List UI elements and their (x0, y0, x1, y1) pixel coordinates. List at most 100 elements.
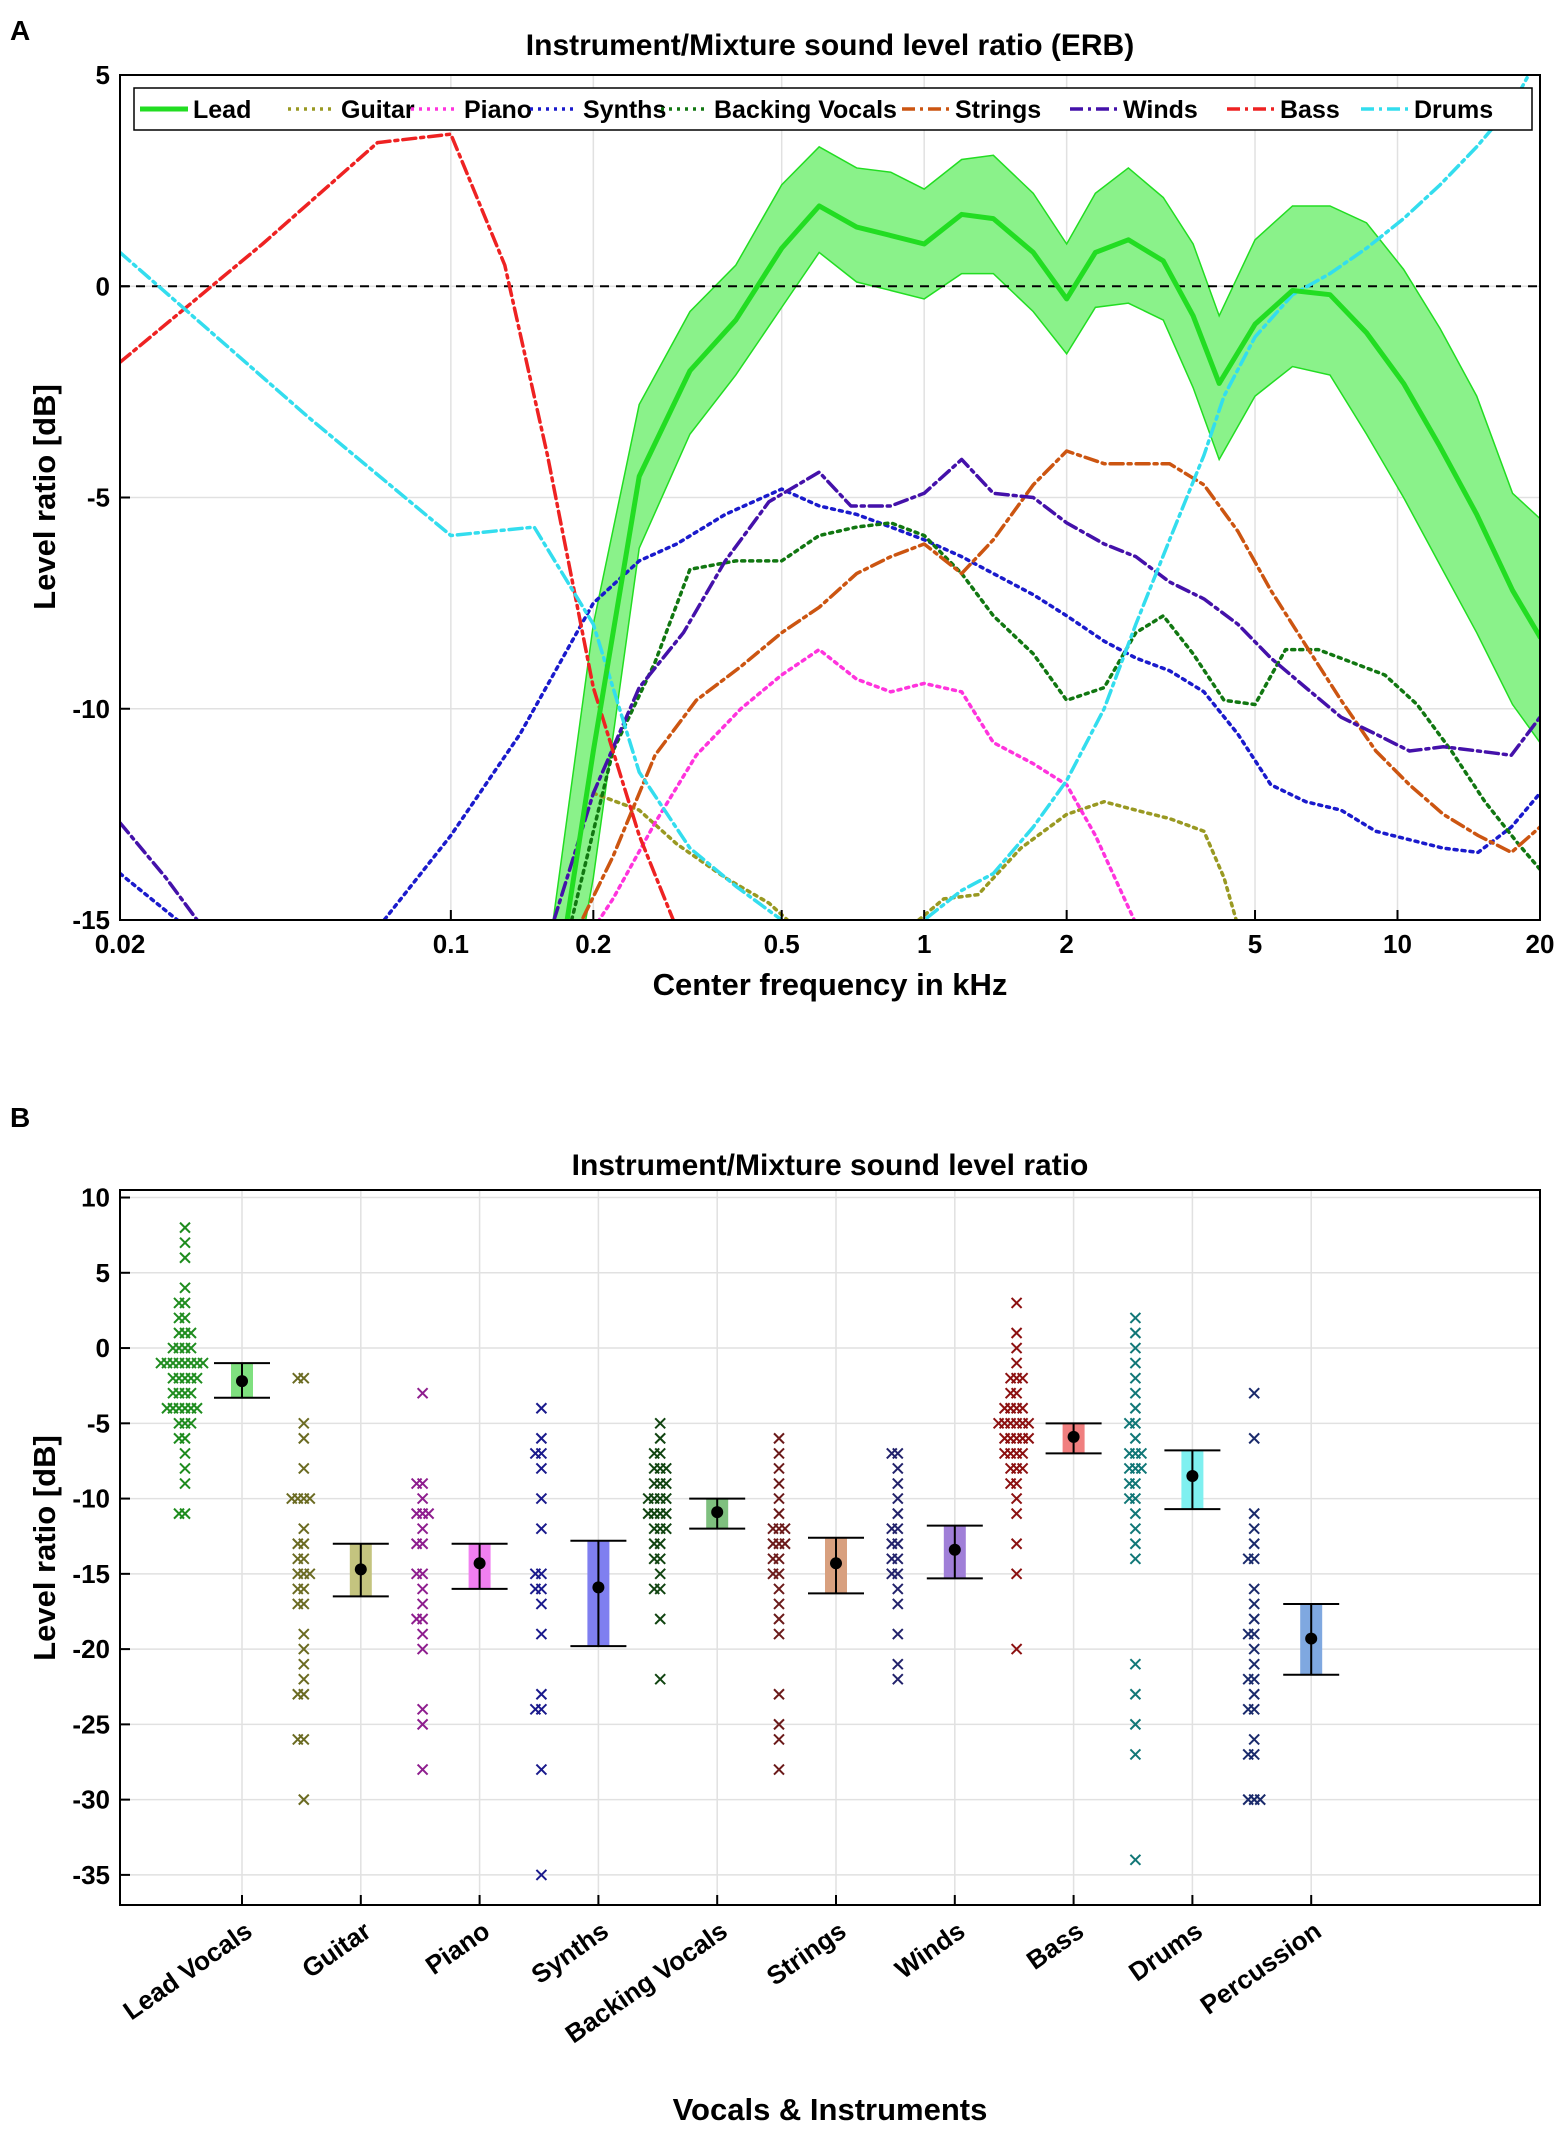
data-point (1135, 1462, 1148, 1475)
data-point (173, 1507, 185, 1520)
data-point (1129, 1538, 1142, 1550)
data-point (292, 1598, 304, 1610)
data-point (892, 1477, 904, 1490)
data-point (292, 1553, 304, 1565)
data-point (1248, 1538, 1260, 1550)
data-point (654, 1432, 666, 1445)
data-point (1242, 1748, 1254, 1761)
y-tick-label: 5 (96, 60, 110, 90)
data-point (1004, 1372, 1017, 1384)
data-point (1248, 1583, 1260, 1595)
data-point (173, 1297, 185, 1309)
data-point (1123, 1417, 1136, 1430)
data-point (773, 1613, 785, 1625)
data-point (416, 1703, 429, 1716)
mean-marker-percussion (1305, 1632, 1318, 1645)
panel-a-x-axis-label: Center frequency in kHz (653, 967, 1008, 1002)
data-point (1129, 1342, 1142, 1354)
data-point (773, 1733, 785, 1746)
data-point (648, 1522, 660, 1535)
data-point (1022, 1417, 1035, 1430)
data-point (892, 1507, 904, 1520)
x-tick-label: 2 (1059, 929, 1073, 959)
data-point (992, 1417, 1005, 1430)
data-point (410, 1507, 423, 1520)
data-point (779, 1538, 791, 1550)
data-point (773, 1688, 785, 1700)
data-point (998, 1402, 1011, 1414)
category-group-backing-vocals (642, 1417, 746, 1685)
data-point (773, 1477, 785, 1490)
data-point (298, 1432, 310, 1445)
data-point (167, 1372, 179, 1384)
data-point (173, 1417, 185, 1430)
legend-label-strings: Strings (955, 96, 1041, 124)
data-point (535, 1628, 548, 1640)
x-tick-label: 0.1 (433, 929, 469, 959)
data-point (185, 1327, 197, 1339)
x-tick-label: 5 (1248, 929, 1262, 959)
data-point (648, 1553, 660, 1565)
panel-a-y-axis-label: Level ratio [dB] (27, 384, 62, 610)
data-point (1123, 1492, 1136, 1505)
y-tick-label: -5 (87, 1408, 110, 1438)
data-point (535, 1688, 548, 1700)
panel-b-x-axis-label: Vocals & Instruments (673, 2092, 988, 2127)
data-point (660, 1492, 672, 1505)
mean-marker-guitar (354, 1563, 367, 1576)
x-tick-label: 20 (1526, 929, 1555, 959)
data-point (773, 1507, 785, 1520)
panel-a-series-group (120, 75, 1540, 920)
data-point (179, 1221, 191, 1234)
data-point (773, 1598, 785, 1610)
data-point (654, 1613, 666, 1625)
y-tick-label: 5 (96, 1258, 110, 1288)
category-group-piano (410, 1387, 508, 1776)
data-point (535, 1598, 548, 1610)
data-point (304, 1568, 316, 1580)
data-point (1248, 1658, 1260, 1670)
data-point (167, 1387, 179, 1399)
data-point (892, 1462, 904, 1475)
data-point (535, 1402, 548, 1414)
data-point (416, 1387, 429, 1399)
data-point (286, 1492, 298, 1505)
category-group-guitar (286, 1372, 389, 1806)
legend-box (133, 87, 1533, 131)
data-point (410, 1568, 423, 1580)
data-point (292, 1583, 304, 1595)
data-point (642, 1492, 654, 1505)
data-point (173, 1432, 185, 1445)
data-point (1254, 1793, 1266, 1806)
data-point (416, 1492, 429, 1505)
data-point (1010, 1357, 1023, 1369)
series-line-bass (120, 132, 676, 920)
data-point (1248, 1613, 1260, 1625)
legend-label-backing-vocals: Backing Vocals (714, 96, 897, 124)
data-point (767, 1538, 779, 1550)
data-point (1248, 1598, 1260, 1610)
data-point (1010, 1342, 1023, 1354)
panel-b-y-axis-label: Level ratio [dB] (27, 1435, 62, 1661)
data-point (767, 1553, 779, 1565)
data-point (179, 1462, 191, 1475)
data-point (179, 1447, 191, 1460)
data-point (1242, 1703, 1254, 1716)
data-point (642, 1507, 654, 1520)
y-tick-label: -15 (72, 905, 110, 935)
category-group-percussion (1242, 1387, 1340, 1806)
data-point (1129, 1312, 1142, 1324)
series-line-backing-vocals (569, 521, 1540, 920)
panel-b-axes-box (119, 1189, 1541, 1906)
data-point (886, 1522, 898, 1535)
data-point (185, 1417, 197, 1430)
data-point (179, 1282, 191, 1294)
x-tick-label: 0.02 (95, 929, 146, 959)
data-point (535, 1432, 548, 1445)
category-group-strings (767, 1432, 864, 1776)
data-point (185, 1342, 197, 1354)
panel-b-y-ticks: 10 5 0 -5 -10 -15 -20 -25 -30 -35 (72, 1183, 130, 1890)
data-point (886, 1447, 898, 1460)
data-point (416, 1763, 429, 1776)
data-point (1123, 1447, 1136, 1460)
